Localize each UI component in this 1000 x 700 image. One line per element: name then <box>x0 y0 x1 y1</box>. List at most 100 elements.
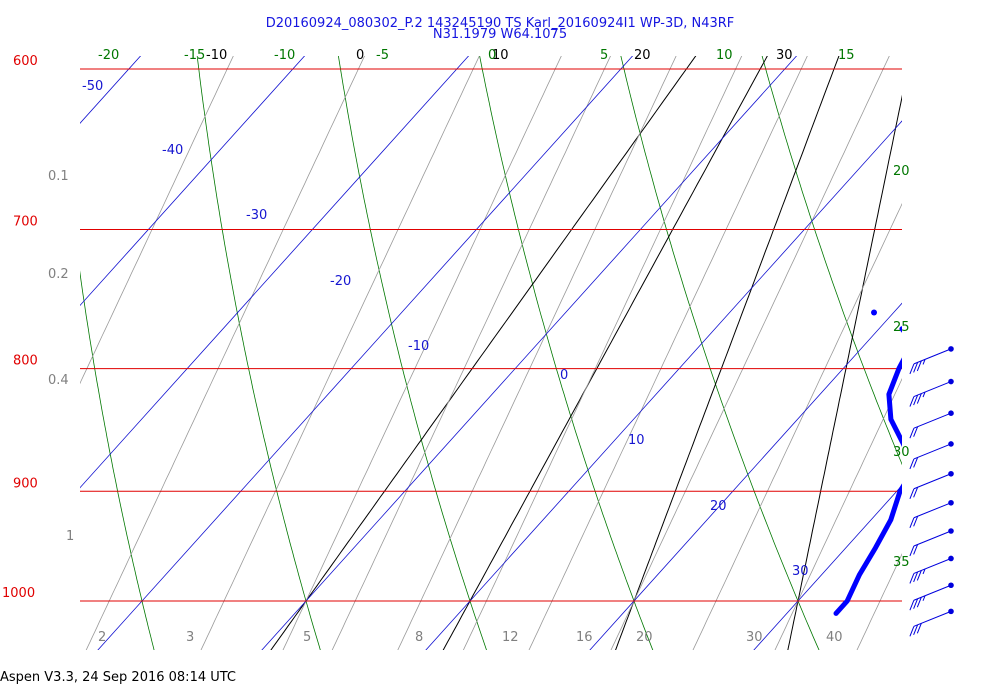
moist-adiabat-label: 20 <box>634 48 651 63</box>
wind-barb-staff <box>913 381 952 397</box>
dry-adiabat-line <box>761 56 902 466</box>
moist-adiabat-line <box>960 0 984 662</box>
moist-adiabat-line <box>442 56 768 650</box>
moist-adiabats <box>270 0 984 662</box>
isotherm-label: -20 <box>330 274 351 289</box>
wind-barb-staff <box>913 502 952 519</box>
mixing-ratio-line <box>282 56 562 650</box>
moist-adiabat-line <box>787 94 902 650</box>
mixing-ratio-line <box>331 56 611 650</box>
mixing-ratio-label: 5 <box>303 630 311 645</box>
mixing-ratio-label: 12 <box>502 630 519 645</box>
mixing-ratio-label: 0.4 <box>48 373 69 388</box>
dry-adiabat-label: 10 <box>716 48 733 63</box>
wind-barb-staff <box>913 558 952 574</box>
wind-barb-flag <box>916 360 922 372</box>
wind-barb-flag <box>913 457 919 468</box>
mixing-ratio-line <box>692 203 902 650</box>
mixing-ratio-label: 16 <box>576 630 593 645</box>
mixing-ratio-lines <box>80 0 1000 662</box>
mixing-ratio-label: 2 <box>98 630 106 645</box>
isotherm-line <box>425 120 902 650</box>
wind-barbs <box>909 346 954 637</box>
mixing-ratio-label: 0.1 <box>48 169 69 184</box>
mixing-ratio-line <box>966 0 1000 662</box>
dry-adiabat-line <box>196 56 321 650</box>
isotherm-line <box>80 56 470 489</box>
mixing-ratio-line <box>462 56 743 650</box>
wind-barb-staff <box>913 412 952 429</box>
dry-adiabat-label: 25 <box>893 320 910 335</box>
dewpoint-trace <box>833 326 902 616</box>
mixing-ratio-label: 40 <box>826 630 843 645</box>
chart-title-line-1: D20160924_080302_P.2 143245190 TS Karl_2… <box>265 16 735 31</box>
dry-adiabat-line <box>338 56 487 650</box>
isobar-label: 900 <box>13 476 38 491</box>
isotherms <box>0 0 1000 662</box>
isotherm-line <box>0 0 29 662</box>
isotherm-label: -50 <box>82 79 103 94</box>
mixing-ratio-line <box>80 56 234 385</box>
isotherm-line <box>907 0 1000 662</box>
isotherm-line <box>261 56 798 650</box>
isotherm-line <box>80 56 142 124</box>
mixing-ratio-line <box>610 56 890 650</box>
wind-barb-staff <box>913 348 952 365</box>
chart-title-line-2: N31.1979 W64.1075 <box>432 27 568 42</box>
dry-adiabat-line <box>80 270 155 650</box>
isotherm-label: 20 <box>710 499 727 514</box>
wind-barb-flag <box>913 624 919 636</box>
isotherm-label: -30 <box>246 208 267 223</box>
axis-labels: 6007008009001000-50-40-30-20-100102030-2… <box>2 48 910 645</box>
wind-barb-half-flag <box>922 391 926 398</box>
moist-adiabat-label: 0 <box>356 48 364 63</box>
dry-adiabat-label: -20 <box>98 48 119 63</box>
wind-barb-flag <box>909 488 915 499</box>
dry-adiabat-label: 20 <box>893 164 910 179</box>
wind-barb-flag <box>913 487 919 498</box>
wind-barb-staff <box>913 530 952 547</box>
mixing-ratio-label: 3 <box>186 630 194 645</box>
mixing-ratio-label: 1 <box>66 529 74 544</box>
mixing-ratio-line <box>85 56 365 650</box>
wind-barb-flag <box>909 600 915 611</box>
mixing-ratio-line <box>528 56 808 650</box>
wind-barb-flag <box>913 516 919 527</box>
wind-barb-flag <box>913 571 919 583</box>
mixing-ratio-line <box>774 377 902 650</box>
isotherm-line <box>80 56 306 307</box>
isobar-label: 600 <box>13 54 38 69</box>
dry-adiabats <box>80 56 902 650</box>
isotherm-label: -40 <box>162 143 183 158</box>
isotherm-label: 10 <box>628 433 645 448</box>
wind-barb-flag <box>916 570 922 581</box>
dry-adiabat-line <box>479 56 654 650</box>
isotherm-line <box>589 302 902 650</box>
mixing-ratio-line <box>856 553 902 650</box>
wind-barb-staff <box>913 584 952 601</box>
isobars <box>80 68 902 602</box>
wind-barb-flag <box>909 428 915 439</box>
wind-barb-flag <box>916 597 922 608</box>
dry-adiabat-label: -10 <box>274 48 295 63</box>
dry-adiabat-label: 35 <box>893 555 910 570</box>
isobar-label: 700 <box>13 215 38 230</box>
wind-barb-flag <box>916 393 922 404</box>
mixing-ratio-line <box>200 56 480 650</box>
dry-adiabat-label: 5 <box>600 48 608 63</box>
dry-adiabat-label: 0 <box>488 48 496 63</box>
wind-barb-flag <box>916 623 922 634</box>
mixing-ratio-label: 30 <box>746 630 763 645</box>
mixing-ratio-label: 8 <box>415 630 423 645</box>
wind-barb-flag <box>913 544 919 555</box>
mixing-ratio-line <box>397 56 677 650</box>
dry-adiabat-label: -15 <box>184 48 205 63</box>
wind-barb-flag <box>913 426 919 437</box>
wind-barb-flag <box>909 545 915 557</box>
isotherm-line <box>753 484 902 650</box>
dry-adiabat-label: 15 <box>838 48 855 63</box>
wind-barb-flag <box>909 396 915 407</box>
temperature-trace <box>913 379 1000 613</box>
wind-barb-flag <box>909 626 915 637</box>
